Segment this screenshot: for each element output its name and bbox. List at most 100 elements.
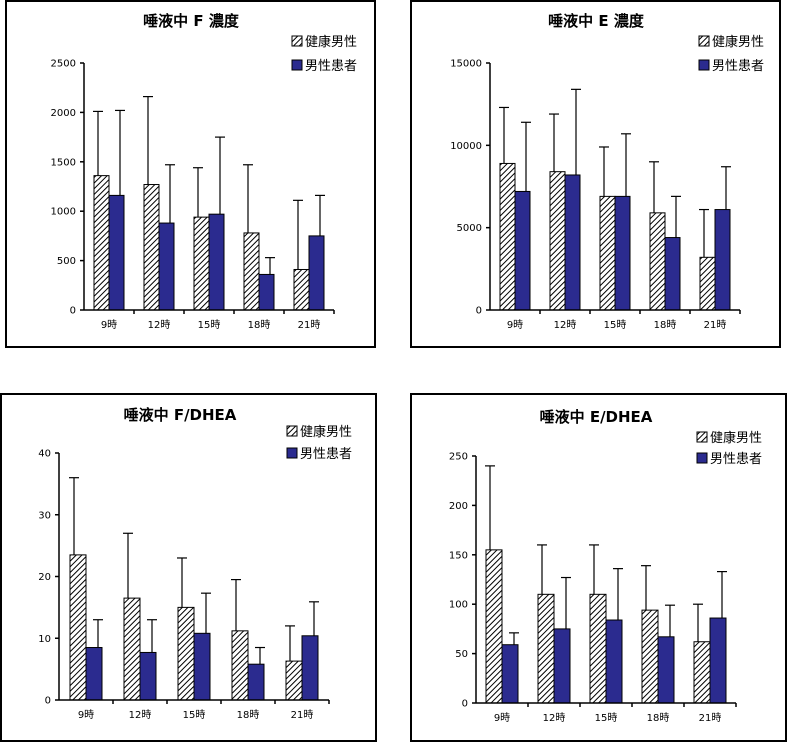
legend-label-patient: 男性患者 xyxy=(300,447,352,462)
y-tick-label: 2000 xyxy=(51,108,76,119)
bar-patient-1 xyxy=(108,194,125,311)
bar-healthy-5 xyxy=(693,641,711,704)
bar-patient-2 xyxy=(553,628,571,704)
bar-patient-5 xyxy=(714,209,731,311)
legend-swatch-healthy xyxy=(286,425,298,437)
bar-patient-2 xyxy=(139,651,157,701)
plot-area: 0 10 20 30 40 9時 12時 15時 18時 21時 xyxy=(38,449,330,721)
bar-healthy-1 xyxy=(485,549,503,704)
bar-healthy-3 xyxy=(177,606,195,701)
x-tick-label: 9時 xyxy=(101,319,117,331)
chart-panel-e-concentration: 唾液中 E 濃度 健康男性 男性患者 0 5000 10000 15000 9時 12時 1… xyxy=(410,0,782,350)
y-tick-label: 2500 xyxy=(51,59,76,70)
x-tick-label: 18時 xyxy=(248,319,271,331)
y-tick-label: 200 xyxy=(449,501,468,512)
y-tick-label: 0 xyxy=(462,699,468,710)
x-tick-label: 15時 xyxy=(198,319,221,331)
bar-healthy-1 xyxy=(499,162,516,311)
legend-swatch-healthy xyxy=(698,35,710,47)
y-tick-label: 10000 xyxy=(450,141,482,152)
x-tick-label: 9時 xyxy=(78,709,94,721)
bar-healthy-5 xyxy=(285,660,303,701)
chart-title: 唾液中 F 濃度 xyxy=(143,12,240,30)
chart-panel-e-dhea: 唾液中 E/DHEA 健康男性 男性患者 0 50 100 150 200 250 9時 12… xyxy=(410,393,788,743)
bar-patient-4 xyxy=(258,273,275,311)
legend-label-patient: 男性患者 xyxy=(712,59,764,74)
y-tick-label: 1500 xyxy=(51,157,76,168)
y-tick-label: 10 xyxy=(38,634,51,645)
plot-area: 0 50 100 150 200 250 9時 12時 15時 18時 21時 xyxy=(449,452,737,724)
chart-title: 唾液中 E 濃度 xyxy=(548,12,645,30)
bar-healthy-3 xyxy=(193,216,210,311)
y-tick-label: 0 xyxy=(45,696,51,707)
bar-healthy-4 xyxy=(641,609,659,704)
legend-label-healthy: 健康男性 xyxy=(710,430,762,446)
y-tick-label: 500 xyxy=(57,256,76,267)
chart-legend: 健康男性 男性患者 xyxy=(286,424,352,462)
legend-swatch-healthy xyxy=(291,35,303,47)
bar-patient-2 xyxy=(158,222,175,311)
bar-patient-5 xyxy=(308,235,325,311)
chart-f-concentration: 唾液中 F 濃度 健康男性 男性患者 0 500 1000 1500 2000 2500 9… xyxy=(5,0,376,348)
x-tick-label: 18時 xyxy=(654,319,677,331)
bar-patient-4 xyxy=(664,237,681,311)
bar-patient-5 xyxy=(709,617,727,704)
x-tick-label: 18時 xyxy=(647,712,670,724)
x-tick-label: 15時 xyxy=(595,712,618,724)
x-tick-label: 21時 xyxy=(298,319,321,331)
legend-label-patient: 男性患者 xyxy=(305,59,357,74)
bar-patient-1 xyxy=(85,647,103,701)
x-tick-label: 21時 xyxy=(699,712,722,724)
bar-healthy-3 xyxy=(599,195,616,311)
bar-healthy-2 xyxy=(537,593,555,704)
y-tick-label: 250 xyxy=(449,452,468,463)
y-tick-label: 30 xyxy=(38,510,51,521)
bar-patient-2 xyxy=(564,174,581,311)
legend-label-healthy: 健康男性 xyxy=(300,424,352,440)
chart-panel-f-concentration: 唾液中 F 濃度 健康男性 男性患者 0 500 1000 1500 2000 2500 9… xyxy=(5,0,377,350)
bar-patient-1 xyxy=(501,644,519,704)
x-tick-label: 12時 xyxy=(554,319,577,331)
x-tick-label: 21時 xyxy=(291,709,314,721)
y-tick-label: 0 xyxy=(70,306,76,317)
bar-healthy-4 xyxy=(649,212,666,311)
legend-swatch-healthy xyxy=(696,431,708,443)
x-tick-label: 18時 xyxy=(237,709,260,721)
bar-healthy-4 xyxy=(231,630,249,701)
bar-patient-3 xyxy=(208,213,225,311)
chart-panel-f-dhea: 唾液中 F/DHEA 健康男性 男性患者 0 10 20 30 40 9時 12時 15時 18… xyxy=(0,393,378,743)
chart-title: 唾液中 E/DHEA xyxy=(540,408,653,426)
y-tick-label: 15000 xyxy=(450,59,482,70)
x-tick-label: 12時 xyxy=(543,712,566,724)
chart-e-dhea: 唾液中 E/DHEA 健康男性 男性患者 0 50 100 150 200 250 9時 12… xyxy=(410,393,787,742)
x-tick-label: 15時 xyxy=(604,319,627,331)
x-tick-label: 9時 xyxy=(494,712,510,724)
x-tick-label: 12時 xyxy=(129,709,152,721)
legend-swatch-patient xyxy=(291,59,303,71)
bar-healthy-5 xyxy=(699,256,716,311)
bar-patient-1 xyxy=(514,190,531,311)
bar-healthy-2 xyxy=(549,171,566,311)
bar-patient-3 xyxy=(605,619,623,704)
legend-label-healthy: 健康男性 xyxy=(712,34,764,50)
bar-healthy-2 xyxy=(143,184,160,311)
bar-patient-5 xyxy=(301,635,319,701)
x-tick-label: 15時 xyxy=(183,709,206,721)
legend-label-healthy: 健康男性 xyxy=(305,34,357,50)
bar-healthy-5 xyxy=(293,268,310,311)
legend-swatch-patient xyxy=(286,447,298,459)
chart-legend: 健康男性 男性患者 xyxy=(291,34,357,74)
chart-f-dhea: 唾液中 F/DHEA 健康男性 男性患者 0 10 20 30 40 9時 12時 15時 18… xyxy=(0,393,377,742)
y-tick-label: 40 xyxy=(38,449,51,460)
chart-legend: 健康男性 男性患者 xyxy=(698,34,764,74)
bar-healthy-1 xyxy=(93,175,110,311)
x-tick-label: 21時 xyxy=(704,319,727,331)
bar-patient-3 xyxy=(614,195,631,311)
y-tick-label: 100 xyxy=(449,600,468,611)
bar-healthy-2 xyxy=(123,597,141,701)
y-tick-label: 1000 xyxy=(51,207,76,218)
legend-swatch-patient xyxy=(696,452,708,464)
y-tick-label: 0 xyxy=(476,306,482,317)
y-tick-label: 150 xyxy=(449,550,468,561)
chart-legend: 健康男性 男性患者 xyxy=(696,430,762,467)
